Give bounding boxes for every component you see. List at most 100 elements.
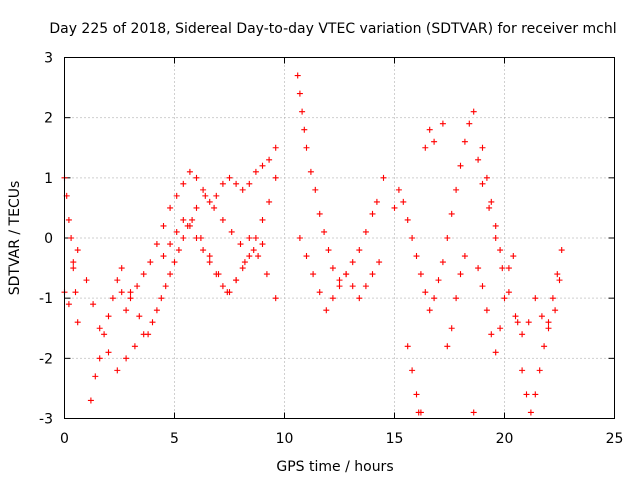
data-point xyxy=(486,204,493,211)
series-sat-f xyxy=(296,235,383,314)
x-tick-label: 15 xyxy=(386,431,404,447)
data-point xyxy=(488,198,495,205)
data-point xyxy=(296,90,303,97)
data-point xyxy=(417,409,424,416)
data-point xyxy=(422,144,429,151)
data-point xyxy=(186,168,193,175)
data-point xyxy=(492,235,499,241)
data-point xyxy=(400,198,407,205)
data-point xyxy=(554,271,561,278)
data-point xyxy=(246,180,253,187)
data-point xyxy=(118,289,125,296)
data-point xyxy=(552,307,559,314)
data-point xyxy=(266,198,273,205)
data-point xyxy=(479,283,486,290)
data-point xyxy=(70,259,77,266)
grid xyxy=(64,57,615,419)
data-point xyxy=(510,253,517,260)
data-point xyxy=(422,289,429,296)
data-point xyxy=(453,295,460,302)
data-point xyxy=(131,343,138,350)
chart-title: Day 225 of 2018, Sidereal Day-to-day VTE… xyxy=(49,21,616,37)
data-point xyxy=(160,253,167,260)
data-point xyxy=(356,247,363,254)
data-point xyxy=(193,174,200,181)
data-point xyxy=(505,289,512,296)
data-point xyxy=(162,283,169,290)
data-point xyxy=(272,144,279,151)
x-tick-label: 10 xyxy=(276,431,294,447)
data-point xyxy=(74,247,81,254)
data-point xyxy=(483,174,490,181)
data-point xyxy=(140,271,147,278)
data-point xyxy=(147,259,154,266)
data-point xyxy=(312,186,319,193)
data-point xyxy=(461,138,468,145)
data-point xyxy=(325,247,332,254)
data-point xyxy=(226,174,233,181)
data-point xyxy=(233,277,240,284)
data-point xyxy=(180,216,187,223)
data-point xyxy=(532,391,539,398)
data-point xyxy=(527,409,534,416)
data-point xyxy=(409,235,416,241)
data-point xyxy=(336,283,343,290)
data-point xyxy=(200,186,207,193)
data-point xyxy=(299,108,306,115)
data-point xyxy=(439,120,446,127)
data-point xyxy=(96,325,103,332)
data-point xyxy=(444,235,451,241)
data-point xyxy=(413,391,420,398)
data-point xyxy=(213,192,220,199)
data-point xyxy=(470,409,477,416)
data-point xyxy=(549,295,556,302)
data-point xyxy=(101,331,108,338)
data-point xyxy=(413,253,420,260)
series-sat-g xyxy=(391,108,477,314)
data-point xyxy=(310,271,317,278)
y-tick-label: 3 xyxy=(44,51,53,67)
data-point xyxy=(153,307,160,314)
data-point xyxy=(336,277,343,284)
data-point xyxy=(444,343,451,350)
data-point xyxy=(329,265,336,272)
series-sat-j xyxy=(479,180,563,338)
series-sat-a xyxy=(61,144,279,404)
data-point xyxy=(74,319,81,326)
data-point xyxy=(497,325,504,332)
data-point xyxy=(479,180,486,187)
data-point xyxy=(439,259,446,266)
x-tick-label: 0 xyxy=(60,431,69,447)
data-point xyxy=(301,126,308,133)
data-point xyxy=(149,319,156,326)
data-point xyxy=(237,241,244,248)
data-point xyxy=(545,325,552,332)
data-point xyxy=(123,307,130,314)
axis-ticks xyxy=(64,57,615,419)
data-point xyxy=(252,235,259,241)
y-tick-label: -3 xyxy=(39,412,53,428)
data-point xyxy=(303,253,310,260)
data-point xyxy=(246,253,253,260)
data-point xyxy=(417,271,424,278)
data-point xyxy=(369,210,376,217)
data-point xyxy=(497,247,504,254)
data-point xyxy=(250,247,257,254)
data-point xyxy=(180,235,187,241)
data-point xyxy=(380,174,387,181)
data-point xyxy=(72,289,79,296)
data-point xyxy=(457,271,464,278)
data-point xyxy=(475,156,482,163)
series-sat-h xyxy=(404,120,504,416)
data-point xyxy=(65,216,72,223)
data-point xyxy=(475,265,482,272)
data-point xyxy=(87,397,94,404)
data-point xyxy=(525,319,532,326)
data-point xyxy=(349,283,356,290)
data-point xyxy=(259,162,266,169)
plot-frame xyxy=(64,57,615,419)
data-point xyxy=(136,313,143,320)
data-point xyxy=(488,331,495,338)
data-point xyxy=(356,295,363,302)
data-point xyxy=(167,241,174,248)
